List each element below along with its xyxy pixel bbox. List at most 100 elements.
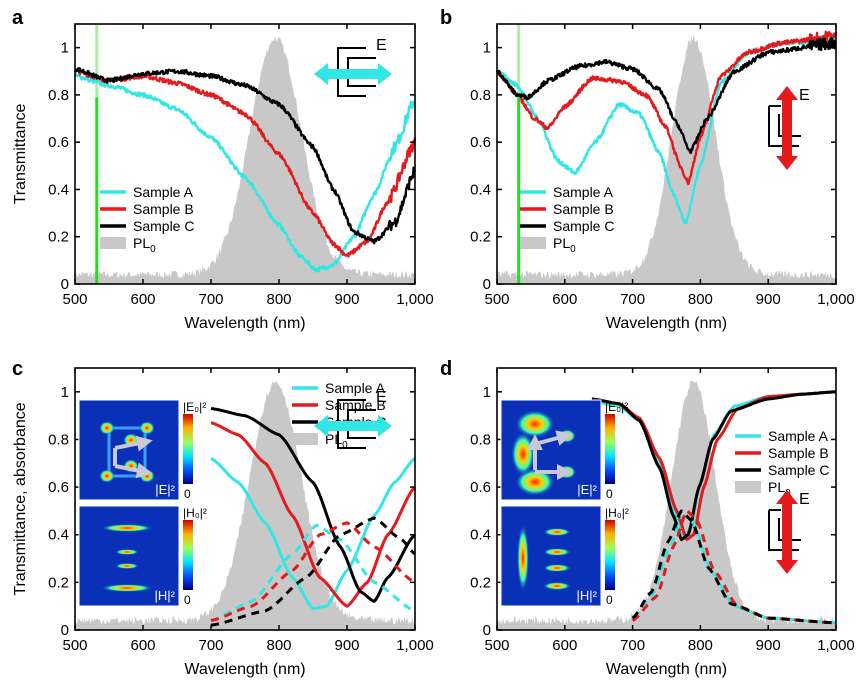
inset-e-field: |E|² |E₀|² 0	[500, 399, 628, 501]
y-tick-label: 0.4	[48, 527, 69, 544]
legend-label: Sample C	[553, 218, 614, 234]
hot-spot	[511, 432, 535, 476]
x-tick-label: 700	[198, 637, 223, 654]
x-tick-label: 600	[130, 637, 155, 654]
x-tick-label: 1,000	[396, 291, 434, 308]
y-tick-label: 1	[483, 384, 491, 401]
series-sample-c	[210, 407, 417, 603]
panel-a: 0 0.2 0.4 0.6 0.8 1 500 600 700 800 900 1,000 Wavele…	[12, 7, 434, 332]
x-tick-label: 700	[198, 291, 223, 308]
hot-spot	[543, 564, 571, 572]
pl0-spectrum	[75, 36, 415, 285]
current-arrow-icon	[534, 430, 573, 446]
colorbar-min-label: 0	[606, 593, 613, 607]
legend-swatch-pl0	[735, 481, 761, 493]
legend-label: Sample B	[553, 201, 614, 217]
colorbar-max-label: |E₀|²	[605, 400, 628, 414]
x-tick-label: 900	[334, 637, 359, 654]
y-tick-label: 0.6	[470, 134, 491, 151]
panel-b: 0 0.2 0.4 0.6 0.8 1 500 600 700 800 900 1,000 Wavele…	[440, 7, 855, 332]
inset-e-field: |E|² |E₀|² 0	[78, 399, 206, 501]
hot-spot	[543, 582, 571, 590]
inset-ring-outline	[107, 426, 147, 478]
x-tick-label: 900	[756, 637, 781, 654]
y-tick-label: 0	[483, 276, 491, 293]
panel-letter: d	[440, 358, 452, 380]
polarization-arrow	[776, 490, 798, 574]
colorbar-max-label: |H₀|²	[605, 506, 629, 520]
series-sample-a	[210, 457, 416, 611]
hot-spot	[115, 549, 139, 555]
x-tick-label: 1,000	[817, 637, 855, 654]
inset-h-field: |H|² |H₀|² 0	[78, 505, 207, 607]
y-tick-label: 0	[483, 622, 491, 639]
colorbar	[605, 520, 615, 590]
pl0-spectrum	[497, 380, 836, 630]
colorbar	[183, 414, 193, 484]
hot-spot	[101, 524, 153, 532]
series-sample-b	[495, 30, 838, 186]
y-tick-label: 1	[483, 40, 491, 57]
plot-frame	[74, 367, 416, 631]
current-arrow-icon	[114, 435, 153, 452]
x-tick-label: 900	[756, 291, 781, 308]
y-tick-label: 0.8	[48, 87, 69, 104]
series-sample-b-absorbance	[210, 521, 416, 622]
x-axis-label: Wavelength (nm)	[184, 315, 305, 332]
y-tick-label: 0.8	[470, 87, 491, 104]
polarization-arrow	[776, 86, 798, 170]
series-sample-c	[591, 390, 837, 541]
polarization-arrow	[314, 415, 392, 437]
x-tick-label: 500	[484, 291, 509, 308]
polarization-arrow	[314, 63, 392, 85]
series-sample-c	[74, 67, 417, 245]
panel-letter: b	[440, 7, 452, 29]
colorbar-max-label: |H₀|²	[183, 506, 207, 520]
colorbar-min-label: 0	[606, 487, 613, 501]
plot-frame	[74, 23, 416, 285]
y-tick-label: 0.6	[48, 134, 69, 151]
x-tick-label: 500	[62, 637, 87, 654]
hot-spot	[543, 528, 571, 536]
y-tick-label: 0.6	[470, 479, 491, 496]
polarization-indicator: E	[768, 86, 810, 170]
y-axis-label: Transmittance, absorbance	[12, 402, 29, 595]
polarization-indicator: E	[314, 389, 392, 449]
colorbar	[183, 520, 193, 590]
panel-c: 0 0.2 0.4 0.6 0.8 1 500 600 700 800 900 1,000 Wavele…	[12, 358, 434, 678]
series-sample-c-absorbance	[631, 509, 837, 625]
y-tick-label: 0.8	[470, 431, 491, 448]
x-tick-label: 800	[266, 637, 291, 654]
colorbar	[605, 414, 615, 484]
y-tick-label: 1	[61, 40, 69, 57]
legend-label: Sample C	[768, 462, 829, 478]
x-tick-label: 700	[620, 637, 645, 654]
x-tick-label: 900	[334, 291, 359, 308]
inset-label: |H|²	[577, 588, 598, 603]
y-tick-label: 0.2	[470, 229, 491, 246]
x-tick-label: 1,000	[817, 291, 855, 308]
panel-letter: a	[12, 7, 24, 29]
legend-label: Sample A	[325, 380, 386, 396]
split-ring-inner	[778, 114, 801, 137]
hot-spot	[517, 524, 529, 592]
x-tick-label: 600	[552, 637, 577, 654]
plot-frame	[496, 367, 837, 631]
legend-swatch-pl0	[292, 433, 318, 445]
y-tick-label: 0.8	[48, 431, 69, 448]
hot-spot	[515, 410, 555, 438]
hot-spot	[115, 563, 139, 569]
y-tick-label: 0.4	[470, 527, 491, 544]
split-ring-inner	[778, 518, 801, 541]
colorbar-min-label: 0	[184, 487, 191, 501]
panel-letter: c	[12, 358, 23, 380]
series-sample-a-absorbance	[631, 514, 837, 625]
polarization-indicator: E	[314, 37, 392, 97]
field-label: E	[376, 37, 387, 54]
y-tick-label: 0	[61, 622, 69, 639]
y-tick-label: 0.4	[470, 181, 491, 198]
hot-spot	[139, 421, 155, 435]
legend-label: Sample A	[553, 184, 614, 200]
x-axis-label: Wavelength (nm)	[606, 661, 727, 678]
